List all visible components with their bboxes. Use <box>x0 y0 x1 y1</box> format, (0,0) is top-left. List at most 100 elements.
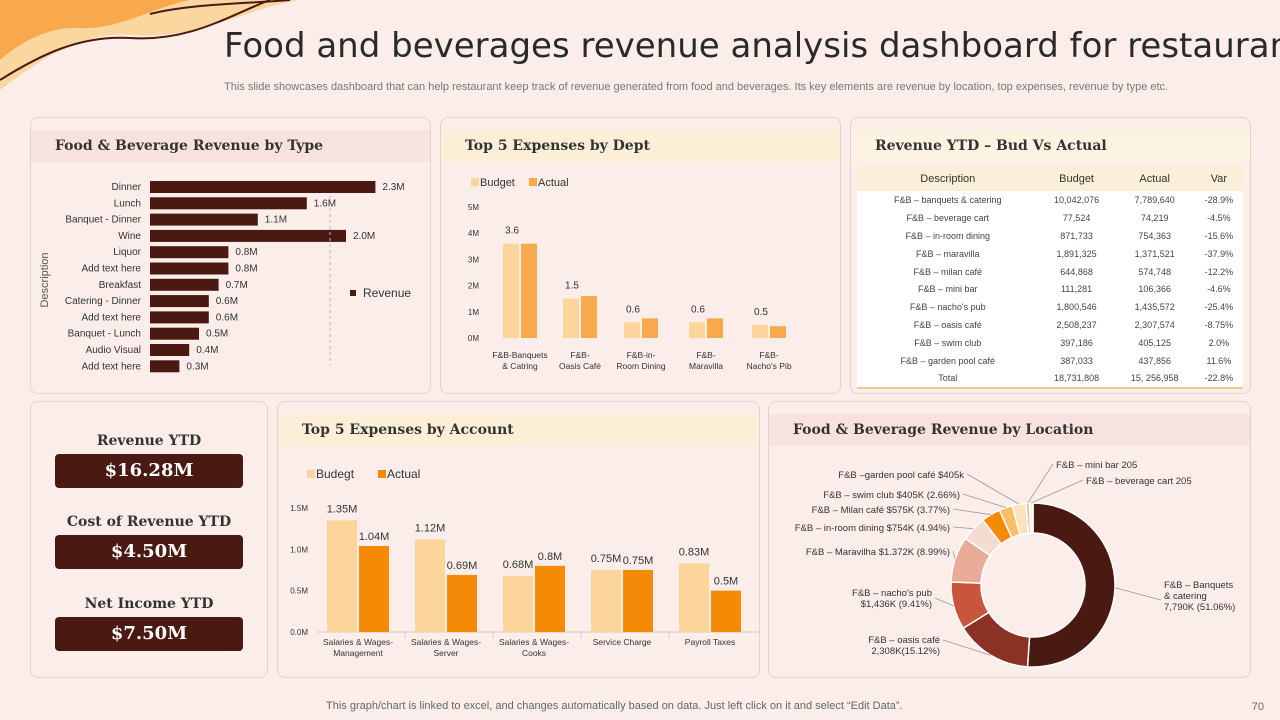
table-cell: 18,731,808 <box>1038 369 1115 389</box>
bar-actual <box>447 574 477 632</box>
bar <box>150 311 209 324</box>
leader-line <box>942 639 991 656</box>
leader-line <box>952 550 956 560</box>
column-header: Budget <box>1038 167 1115 191</box>
bar-budget <box>415 539 445 632</box>
legend-label-budget: Budget <box>480 177 515 189</box>
table-cell: 754,363 <box>1138 230 1171 241</box>
kpi-label-revenue: Revenue YTD <box>96 433 202 449</box>
category-label: Add text here <box>82 361 142 372</box>
data-label: 3.6 <box>505 226 519 237</box>
table-cell: F&B – maravilla <box>916 248 980 259</box>
table-cell: 106,366 <box>1138 284 1171 295</box>
leader-line <box>934 597 954 607</box>
column-header: Actual <box>1114 167 1195 191</box>
table-cell: 11.6% <box>1206 355 1232 366</box>
slice-label: F&B – Milan café $575K (3.77%) <box>812 505 950 516</box>
corner-decoration <box>0 0 300 90</box>
y-tick-label: 2M <box>468 282 479 291</box>
table-cell: Total <box>857 369 1039 389</box>
y-tick-label: 4M <box>468 229 479 238</box>
category-label: Nacho's Pib <box>746 361 791 371</box>
y-tick-label: 1M <box>468 308 479 317</box>
donut-slice <box>1026 502 1116 668</box>
legend-swatch-budget <box>307 470 315 478</box>
category-label: Wine <box>118 231 141 242</box>
bar-actual <box>642 318 658 338</box>
slice-label: F&B – nacho's pub <box>852 588 932 599</box>
data-label: 0.68M <box>503 559 534 571</box>
table-row: F&B – beverage cart 77,524 74,219 -4.5% <box>857 209 1243 227</box>
bar <box>150 213 258 226</box>
table-cell: 2.0% <box>1208 338 1230 349</box>
category-label: Audio Visual <box>86 345 141 356</box>
data-label: 0.75M <box>591 553 622 565</box>
category-label: Banquet - Dinner <box>65 215 141 226</box>
y-tick-label: 3M <box>468 255 479 264</box>
y-axis-label: Description <box>39 252 51 307</box>
expenses-by-dept-chart: Budget Actual 0M 1M 2M 3M 4M 5M 3.6 F&B-Banquets&… <box>468 177 792 371</box>
kpi-label-net-income: Net Income YTD <box>84 596 214 612</box>
data-label: 1.35M <box>327 503 358 515</box>
category-label: F&B- <box>696 350 716 360</box>
slice-label: F&B –garden pool café $405k <box>838 470 964 481</box>
table-cell: 574,748 <box>1138 266 1171 277</box>
category-label: Oasis Café <box>559 361 601 371</box>
bar-actual <box>521 243 537 338</box>
y-tick-label: 5M <box>468 203 479 212</box>
category-label: Service Charge <box>593 637 652 647</box>
bar-budget <box>327 520 357 632</box>
table-cell: F&B – banquets & catering <box>893 194 1002 205</box>
table-row: F&B – milan café 644,868 574,748 -12.2% <box>857 263 1243 281</box>
table-cell: 397,186 <box>1060 338 1093 349</box>
category-label: Salaries & Wages- <box>411 637 481 647</box>
data-label: 0.6M <box>216 296 238 307</box>
category-label: F&B- <box>759 350 779 360</box>
table-cell: -4.5% <box>1207 212 1231 223</box>
category-label: F&B-Banquets <box>492 350 547 360</box>
table-cell: 387,033 <box>1060 355 1093 366</box>
panel-title: Food & Beverage Revenue by Location <box>769 414 1250 446</box>
column-header: Var <box>1194 167 1243 191</box>
data-label: 1.04M <box>359 531 390 543</box>
data-label: 0.6 <box>626 304 640 315</box>
category-label: Liquor <box>113 247 141 258</box>
category-label: & Catring <box>502 361 538 371</box>
panel-title: Food & Beverage Revenue by Type <box>31 130 430 162</box>
data-label: 0.3M <box>186 361 208 372</box>
data-label: 0.4M <box>196 345 218 356</box>
category-label: F&B- <box>570 350 590 360</box>
category-label: Server <box>433 648 458 658</box>
slice-label: F&B – beverage cart 205 <box>1086 476 1192 487</box>
kpi-value-revenue: $16.28M <box>55 454 243 488</box>
table-cell: 1,800,546 <box>1056 302 1097 313</box>
page-subtitle: This slide showcases dashboard that can … <box>224 81 1169 93</box>
slice-label: F&B – Maravilha $1.372K (8.99%) <box>806 547 950 558</box>
bar-budget <box>624 322 640 338</box>
data-label: 0.8M <box>235 247 257 258</box>
data-label: 0.6M <box>216 312 238 323</box>
category-label: Salaries & Wages- <box>323 637 393 647</box>
category-label: Add text here <box>82 312 142 323</box>
table-cell: 77,524 <box>1062 212 1091 223</box>
slice-label: 7,790K (51.06%) <box>1164 602 1235 613</box>
table-row: F&B – nacho's pub 1,800,546 1,435,572 -25.4… <box>857 298 1243 316</box>
category-label: F&B-in- <box>627 350 656 360</box>
bar-budget <box>591 569 621 632</box>
table-cell: 74,219 <box>1140 212 1169 223</box>
donut-slice <box>1028 502 1034 534</box>
slice-label: F&B – oasis café <box>868 635 940 646</box>
table-cell: -4.6% <box>1207 284 1231 295</box>
table-cell: 2,508,237 <box>1056 320 1097 331</box>
data-label: 0.8M <box>538 551 562 563</box>
table-header-row: Description Budget Actual Var <box>857 167 1243 191</box>
column-header: Description <box>857 167 1039 191</box>
footer-note: This graph/chart is linked to excel, and… <box>326 700 903 712</box>
legend-label: Revenue <box>363 286 411 300</box>
table-cell: 1,891,325 <box>1056 248 1097 259</box>
table-cell: 10,042,076 <box>1054 194 1100 205</box>
bar-actual <box>707 318 723 338</box>
legend-swatch <box>350 290 356 296</box>
table-cell: 2,307,574 <box>1134 320 1175 331</box>
